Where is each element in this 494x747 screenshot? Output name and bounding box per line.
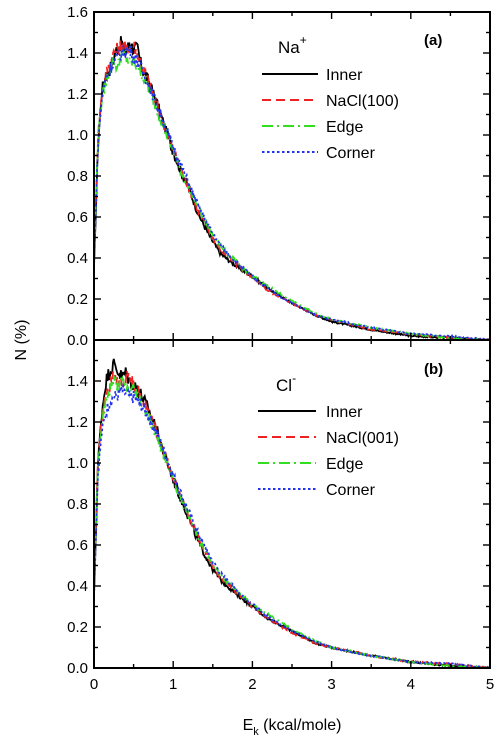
y-tick-label: 1.6	[67, 4, 88, 21]
x-tick-label: 3	[327, 676, 335, 693]
legend-label: Corner	[326, 482, 376, 499]
legend-label: Corner	[326, 145, 376, 162]
y-axis-title: N (%)	[13, 320, 30, 361]
ion-charge: +	[300, 33, 307, 47]
y-tick-label: 0.6	[67, 209, 88, 226]
ion-symbol: Cl	[276, 376, 292, 395]
x-axis-symbol: E	[243, 717, 254, 734]
legend-label: Inner	[326, 404, 363, 421]
series-line-edge	[94, 375, 490, 668]
ion-label: Na+	[278, 33, 307, 57]
y-tick-label: 1.0	[67, 127, 88, 144]
x-tick-label: 1	[169, 676, 177, 693]
series-line-nacl-001	[94, 369, 490, 668]
series-line-nacl-100	[94, 39, 490, 340]
y-tick-label: 0.2	[67, 291, 88, 308]
panel-b: 0.0 0.2 0.4 0.6 0.8 1.0 1.2 1.4 0 1 2 3 4 5 (b) Cl- I…	[67, 339, 494, 693]
y-tick-label: 0.8	[67, 496, 88, 513]
y-tick-label: 0.8	[67, 168, 88, 185]
series-line-corner	[94, 45, 490, 340]
legend-label: NaCl(001)	[326, 430, 399, 447]
legend: Inner NaCl(100) Edge Corner	[262, 67, 399, 162]
ion-charge: -	[292, 371, 296, 385]
legend-label: NaCl(100)	[326, 93, 399, 110]
y-tick-label: 1.4	[67, 373, 88, 390]
ion-symbol: Na	[278, 38, 300, 57]
x-tick-label: 2	[248, 676, 256, 693]
plot-frame	[93, 11, 491, 341]
y-tick-label: 0.4	[67, 578, 88, 595]
panel-label: (b)	[424, 361, 443, 378]
y-tick-label: 0.6	[67, 537, 88, 554]
y-tick-label: 1.0	[67, 455, 88, 472]
x-axis-subscript: k	[253, 726, 259, 738]
y-tick-label: 0.0	[67, 332, 88, 349]
series-line-inner	[94, 36, 490, 340]
y-tick-label: 0.2	[67, 619, 88, 636]
x-axis-title: Ek (kcal/mole)	[243, 717, 342, 738]
series-line-inner	[94, 358, 490, 668]
x-tick-label: 0	[90, 676, 98, 693]
legend: Inner NaCl(001) Edge Corner	[258, 404, 399, 499]
legend-label: Inner	[326, 67, 363, 84]
y-tick-label: 1.2	[67, 86, 88, 103]
x-tick-label: 5	[486, 676, 494, 693]
legend-label: Edge	[326, 456, 363, 473]
ion-label: Cl-	[276, 371, 296, 395]
y-tick-label: 1.2	[67, 414, 88, 431]
y-tick-label: 1.4	[67, 45, 88, 62]
panel-a: 0.0 0.2 0.4 0.6 0.8 1.0 1.2 1.4 1.6 (a) Na+ Inne…	[67, 4, 491, 349]
y-tick-label: 0.0	[67, 660, 88, 677]
x-axis-unit: (kcal/mole)	[259, 717, 342, 734]
y-tick-label: 0.4	[67, 250, 88, 267]
panel-label: (a)	[424, 32, 442, 49]
series-line-corner	[94, 382, 490, 668]
x-tick-label: 4	[407, 676, 415, 693]
legend-label: Edge	[326, 119, 363, 136]
